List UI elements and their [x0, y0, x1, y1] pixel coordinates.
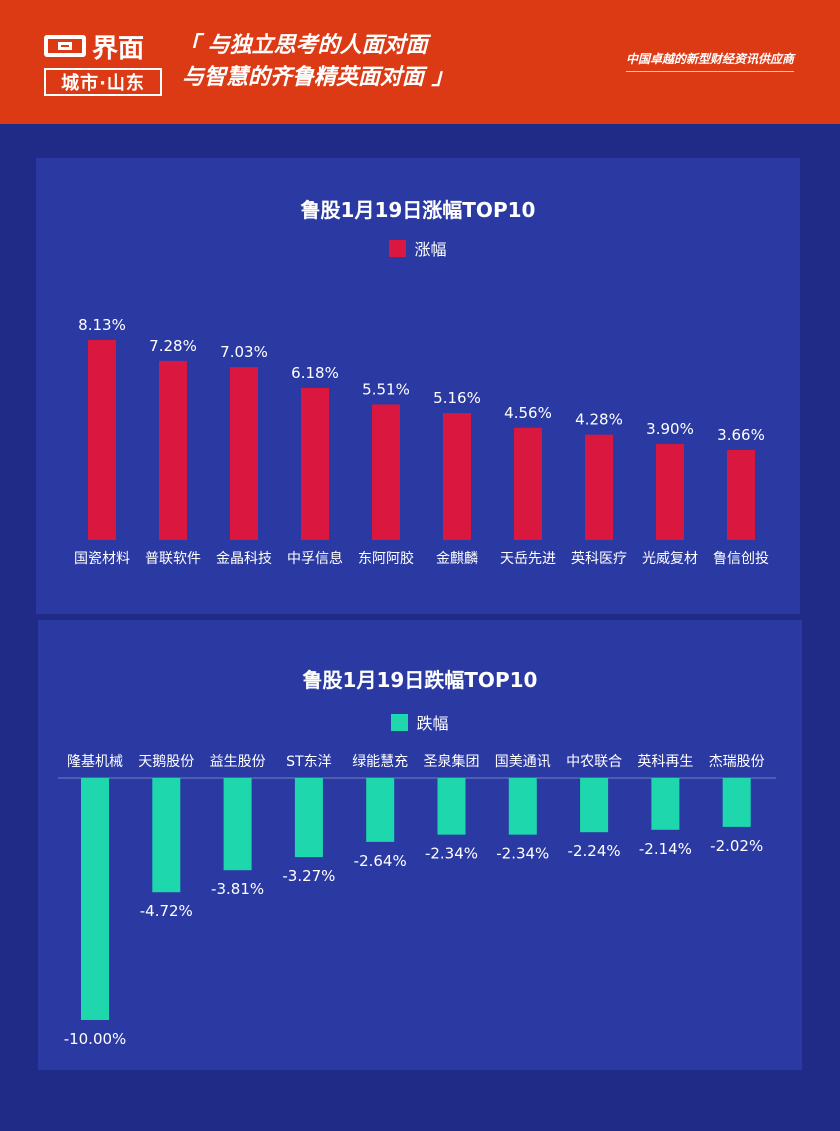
- gain-bar: [656, 444, 684, 540]
- loss-category-label: 国美通讯: [495, 754, 551, 770]
- losers-bar-chart: -10.00% 隆基机械 -4.72% 天鹅股份 -3.81% 益生股份 -3.27% ST东…: [58, 753, 776, 1048]
- gain-bar: [585, 434, 613, 540]
- gainers-legend-label: 涨幅: [414, 240, 447, 259]
- loss-value-label: -2.34%: [425, 845, 478, 863]
- slogan-line-2: 与智慧的齐鲁精英面对面 」: [182, 65, 454, 90]
- losers-legend-label: 跌幅: [416, 714, 449, 733]
- header-banner: 界面 城市·山东 「 与独立思考的人面对面 与智慧的齐鲁精英面对面 」 中国卓越…: [0, 0, 840, 124]
- loss-category-label: 隆基机械: [67, 753, 123, 770]
- gainers-legend: 涨幅: [36, 236, 800, 260]
- loss-category-label: 天鹅股份: [138, 753, 194, 770]
- gain-bar: [159, 360, 187, 540]
- loss-value-label: -10.00%: [64, 1030, 127, 1048]
- gain-category-label: 金晶科技: [216, 551, 272, 567]
- gain-value-label: 6.18%: [291, 364, 339, 382]
- loss-category-label: 中农联合: [566, 754, 622, 770]
- gain-value-label: 4.28%: [575, 411, 623, 429]
- loss-value-label: -2.34%: [496, 845, 549, 863]
- tagline: 中国卓越的新型财经资讯供应商: [625, 50, 794, 72]
- gain-bar: [514, 427, 542, 540]
- gain-bar: [372, 404, 400, 540]
- loss-value-label: -2.64%: [354, 852, 407, 870]
- loss-bar: [651, 778, 680, 830]
- gain-category-label: 鲁信创投: [713, 551, 769, 567]
- gain-value-label: 5.51%: [362, 380, 410, 398]
- gainers-legend-swatch: [389, 239, 407, 257]
- gain-bar: [230, 367, 258, 540]
- loss-bar: [508, 778, 537, 835]
- gain-bar: [727, 449, 755, 540]
- gain-category-label: 光威复材: [642, 550, 698, 567]
- loss-value-label: -2.24%: [568, 842, 621, 860]
- loss-category-label: 圣泉集团: [424, 753, 480, 770]
- gainers-panel: 鲁股1月19日涨幅TOP10 涨幅 8.13% 国瓷材料 7.28% 普联软件 7.03…: [36, 158, 800, 614]
- gain-value-label: 3.66%: [717, 426, 765, 444]
- loss-bar: [152, 778, 181, 893]
- gain-value-label: 7.03%: [220, 343, 268, 361]
- loss-category-label: 益生股份: [210, 754, 266, 770]
- losers-chart-title: 鲁股1月19日跌幅TOP10: [302, 668, 538, 692]
- gain-value-label: 4.56%: [504, 404, 552, 422]
- losers-panel: 鲁股1月19日跌幅TOP10 跌幅 -10.00% 隆基机械 -4.72% 天鹅股份 -…: [38, 620, 802, 1070]
- gain-category-label: 金麒麟: [436, 551, 478, 567]
- loss-value-label: -3.27%: [282, 867, 335, 885]
- gain-category-label: 英科医疗: [571, 550, 627, 567]
- logo-subtext: 城市·山东: [44, 68, 162, 96]
- loss-category-label: 杰瑞股份: [709, 754, 765, 770]
- loss-bar: [437, 778, 466, 835]
- loss-value-label: -4.72%: [140, 902, 193, 920]
- loss-value-label: -3.81%: [211, 880, 264, 898]
- gain-category-label: 东阿阿胶: [358, 550, 414, 567]
- loss-bar: [366, 778, 395, 842]
- loss-category-label: 英科再生: [637, 753, 693, 770]
- gain-category-label: 中孚信息: [287, 550, 343, 567]
- gain-value-label: 8.13%: [78, 316, 126, 334]
- losers-legend: 跌幅: [38, 710, 802, 734]
- gain-category-label: 天岳先进: [500, 551, 556, 567]
- gain-category-label: 国瓷材料: [74, 551, 130, 567]
- gainers-bar-chart: 8.13% 国瓷材料 7.28% 普联软件 7.03% 金晶科技 6.18% 中孚信息 5.51…: [74, 316, 769, 567]
- gain-value-label: 7.28%: [149, 337, 197, 355]
- slogan-line-1: 「 与独立思考的人面对面: [178, 33, 428, 58]
- loss-bar: [81, 778, 109, 1020]
- logo-mark-icon: [44, 35, 86, 57]
- logo-text: 界面: [92, 33, 145, 64]
- gain-value-label: 5.16%: [433, 389, 481, 407]
- gain-bar: [443, 413, 471, 540]
- gain-bar: [301, 387, 329, 540]
- loss-value-label: -2.14%: [639, 840, 692, 858]
- loss-bar: [722, 778, 751, 827]
- jiemian-logo: 界面 城市·山东: [44, 30, 162, 98]
- loss-bar: [223, 778, 252, 871]
- losers-legend-swatch: [391, 713, 409, 731]
- loss-bar: [294, 778, 323, 858]
- gain-value-label: 3.90%: [646, 420, 694, 438]
- loss-bar: [580, 778, 609, 833]
- gain-category-label: 普联软件: [145, 551, 201, 567]
- gainers-chart-title: 鲁股1月19日涨幅TOP10: [300, 198, 536, 222]
- loss-value-label: -2.02%: [710, 837, 763, 855]
- slogan: 「 与独立思考的人面对面 与智慧的齐鲁精英面对面 」: [178, 30, 454, 94]
- loss-category-label: ST东洋: [286, 754, 331, 770]
- loss-category-label: 绿能慧充: [352, 754, 408, 770]
- gain-bar: [88, 340, 116, 540]
